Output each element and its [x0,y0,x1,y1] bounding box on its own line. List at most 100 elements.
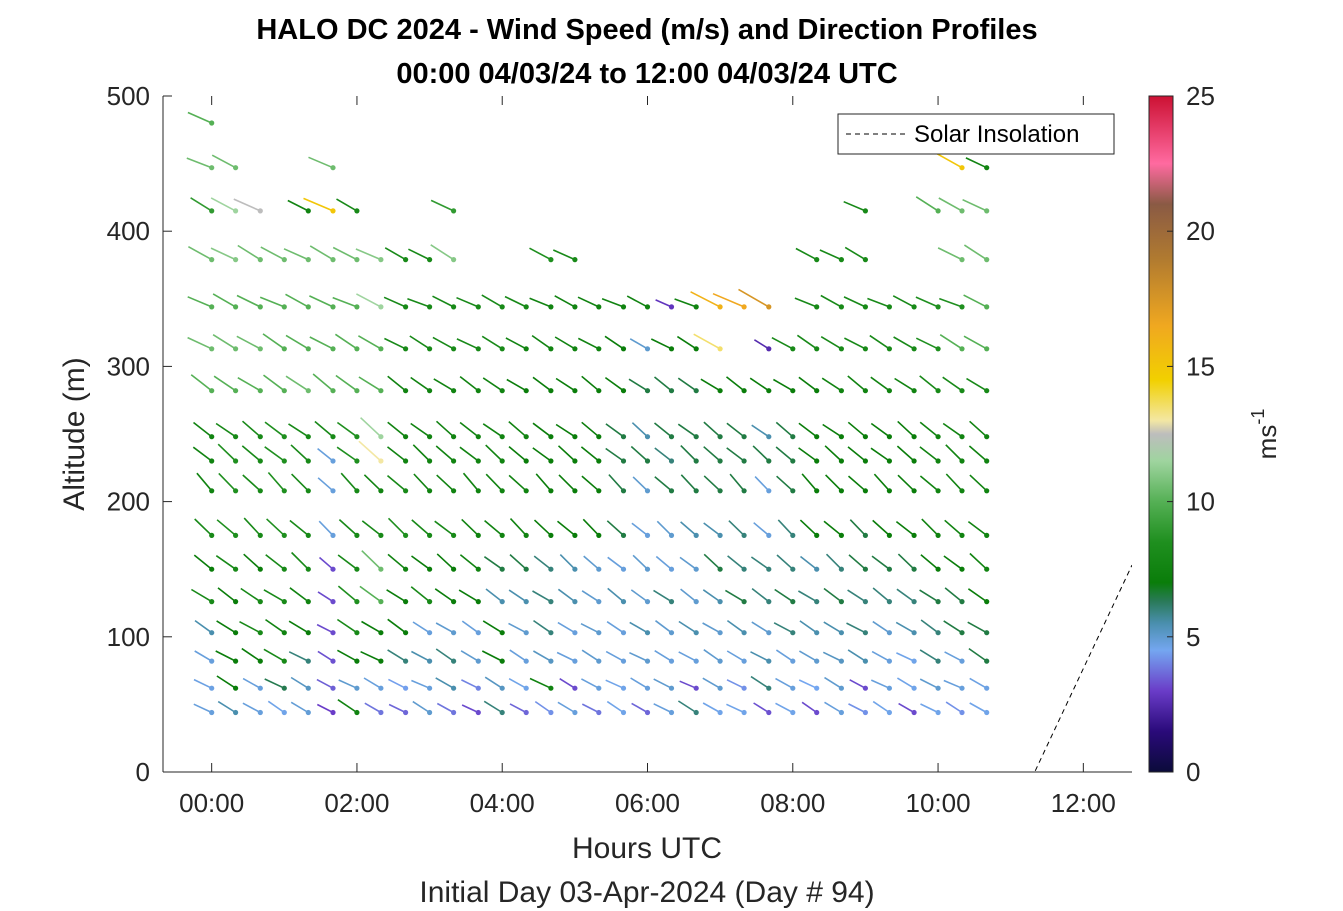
wind-vector-tail [413,473,431,492]
wind-vector-head [886,685,893,691]
wind-vector-tail [240,587,261,603]
wind-vector-tail [794,297,817,308]
wind-vector-head [862,434,869,440]
wind-vector-tail [241,445,261,462]
wind-vector-head [330,566,336,572]
wind-vector-tail [196,472,213,492]
wind-vector-tail [215,555,237,570]
colorbar-unit-label: ms-1 [1248,409,1282,460]
wind-vector-tail [939,297,963,308]
wind-vector-head [741,658,747,664]
wind-vector-head [862,709,869,716]
wind-vector-head [209,566,215,572]
wind-vector-tail [582,518,600,536]
wind-vector-head [403,630,409,636]
wind-vector-tail [703,421,721,438]
colorbar-tick-label: 25 [1186,81,1215,111]
wind-vector-tail [412,700,431,714]
wind-vector-tail [459,421,479,438]
wind-vector-tail [456,338,479,350]
wind-vector-tail [458,589,479,603]
wind-vector-tail [775,421,794,438]
wind-vector-tail [533,619,552,634]
wind-vector-head [475,599,481,605]
wind-vector-head [281,685,287,691]
wind-vector-head [620,685,627,691]
wind-vector-tail [290,444,309,462]
wind-vector-head [378,658,384,664]
wind-vector-tail [289,519,309,537]
wind-vector-head [281,566,287,572]
wind-vector-head [741,599,747,605]
wind-vector-head [499,599,505,605]
wind-vector-head [741,434,747,440]
wind-vector-head [766,434,772,440]
wind-vector-tail [942,376,963,392]
wind-vector-head [548,388,554,394]
wind-vector-head [886,434,893,440]
wind-vector-tail [966,377,988,392]
y-axis-label: Altitude (m) [58,357,91,510]
wind-vector-tail [604,376,624,392]
wind-vector-tail [751,587,770,603]
wind-vector-head [838,709,845,716]
wind-vector-head [209,599,215,605]
wind-vector-tail [384,337,406,350]
x-tick-label: 06:00 [615,788,680,818]
wind-vector-head [644,599,651,605]
wind-vector-tail [944,651,963,662]
wind-vector-head [935,388,941,394]
colorbar-tick-label: 5 [1186,622,1200,652]
wind-vector-head [209,208,215,214]
wind-vector-head [766,685,772,691]
wind-vector-tail [265,554,285,570]
wind-vector-head [330,388,336,394]
wind-vector-tail [797,590,818,603]
wind-vector-tail [630,677,648,689]
wind-vector-head [427,304,433,310]
wind-vector-head [305,304,311,310]
wind-vector-tail [653,589,672,603]
colorbar-ticks: 0 5 10 15 20 25 [1167,81,1215,787]
legend[interactable]: Solar Insolation [837,113,1115,155]
wind-vector-tail [459,375,479,392]
wind-vector-tail [915,196,939,212]
wind-vector-tail [241,420,261,438]
wind-vector-head [233,304,239,310]
wind-vector-tail [650,338,672,350]
wind-vector-head [305,458,311,464]
wind-vector-tail [920,619,939,634]
wind-vector-head [717,709,723,716]
wind-vector-head [403,346,409,352]
wind-vector-tail [775,649,794,662]
wind-vector-head [766,566,772,572]
wind-vector-tail [919,475,939,492]
wind-vector-head [620,434,627,440]
wind-vector-tail [676,335,697,350]
wind-vector-tail [359,585,382,603]
wind-vector-tail [508,445,527,462]
wind-vector-head [644,488,651,494]
wind-vector-head [693,658,699,664]
wind-vector-head [233,458,239,464]
wind-vector-head [838,566,845,572]
wind-vector-head [911,388,917,394]
wind-vector-tail [508,589,527,603]
wind-vector-head [886,304,893,310]
svg-text:ms-1: ms-1 [1248,409,1282,460]
wind-vector-head [548,566,554,572]
wind-vector-head [499,630,505,636]
wind-vector-head [354,346,360,352]
wind-vector-tail [217,700,237,714]
wind-vector-tail [968,445,988,462]
wind-vector-tail [288,620,309,634]
wind-vector-head [596,658,602,664]
wind-vector-head [209,630,215,636]
wind-vector-tail [312,373,334,392]
wind-vector-tail [316,703,334,714]
wind-vector-head [717,658,723,664]
wind-vector-tail [337,649,358,662]
wind-vector-head [233,532,239,539]
wind-vector-tail [653,422,673,438]
wind-vector-head [354,434,360,440]
